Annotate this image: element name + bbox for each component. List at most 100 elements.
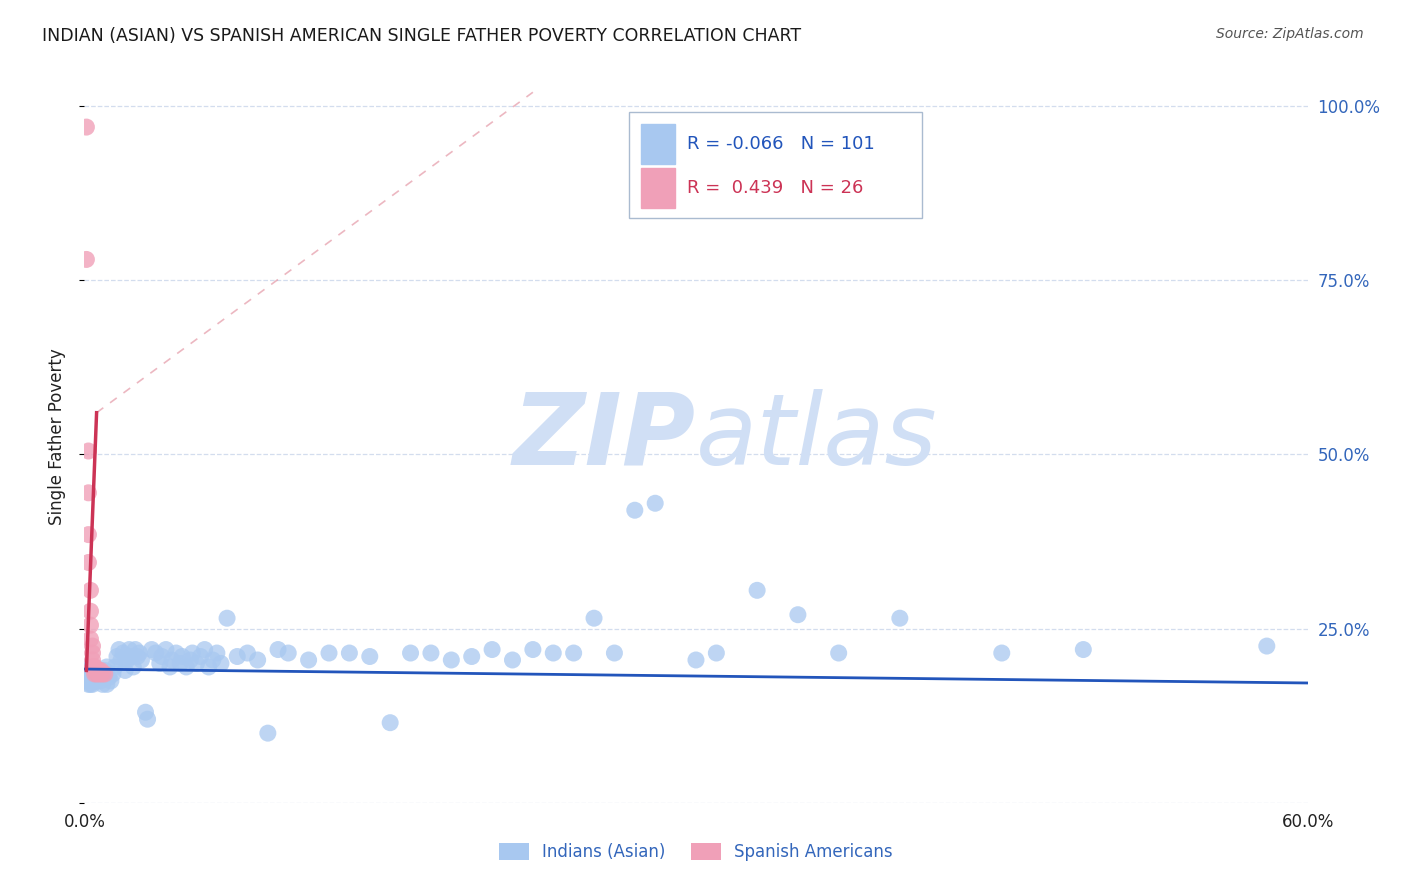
Point: [87, 670, 110, 684]
Point: [77, 556, 100, 570]
Text: Source: ZipAtlas.com: Source: ZipAtlas.com: [1216, 27, 1364, 41]
Point: [522, 642, 544, 657]
Point: [201, 653, 224, 667]
Point: [77, 485, 100, 500]
Point: [87, 664, 110, 678]
Point: [83, 673, 105, 688]
Point: [277, 646, 299, 660]
Point: [205, 646, 228, 660]
Point: [87, 667, 110, 681]
Point: [181, 646, 204, 660]
Point: [889, 611, 911, 625]
Point: [190, 649, 212, 664]
Point: [86, 667, 108, 681]
Point: [186, 657, 208, 671]
Point: [90, 667, 112, 681]
Point: [991, 646, 1014, 660]
Point: [149, 657, 172, 671]
Point: [706, 646, 728, 660]
Point: [155, 642, 177, 657]
Point: [209, 657, 232, 671]
Point: [77, 677, 100, 691]
Point: [461, 649, 484, 664]
Bar: [628, 112, 922, 218]
Point: [83, 664, 105, 678]
Point: [79, 632, 101, 646]
Point: [380, 715, 402, 730]
Point: [83, 670, 105, 684]
Point: [194, 642, 217, 657]
Point: [79, 604, 101, 618]
Point: [159, 660, 181, 674]
Point: [124, 642, 146, 657]
Point: [86, 670, 108, 684]
Point: [603, 646, 626, 660]
Point: [87, 664, 110, 678]
Point: [481, 642, 503, 657]
Point: [562, 646, 585, 660]
Legend: Indians (Asian), Spanish Americans: Indians (Asian), Spanish Americans: [492, 836, 900, 868]
Point: [118, 642, 141, 657]
Point: [502, 653, 524, 667]
Point: [82, 673, 104, 688]
Point: [83, 660, 105, 674]
Point: [96, 677, 118, 691]
Point: [217, 611, 239, 625]
Point: [91, 677, 114, 691]
Point: [104, 660, 127, 674]
Point: [110, 653, 132, 667]
Text: R =  0.439   N = 26: R = 0.439 N = 26: [688, 179, 863, 197]
Point: [79, 677, 101, 691]
Y-axis label: Single Father Poverty: Single Father Poverty: [48, 349, 66, 525]
Point: [105, 649, 128, 664]
Point: [77, 444, 100, 458]
Point: [112, 646, 135, 660]
Point: [787, 607, 810, 622]
Point: [644, 496, 666, 510]
Point: [179, 653, 201, 667]
Text: atlas: atlas: [696, 389, 938, 485]
Point: [236, 646, 259, 660]
Point: [83, 660, 105, 674]
Point: [93, 670, 115, 684]
Point: [75, 252, 97, 267]
Point: [79, 618, 101, 632]
Point: [246, 653, 269, 667]
Text: R = -0.066   N = 101: R = -0.066 N = 101: [688, 136, 875, 153]
Point: [160, 653, 183, 667]
Point: [75, 667, 97, 681]
Point: [79, 670, 101, 684]
Point: [197, 660, 219, 674]
Point: [1256, 639, 1278, 653]
Point: [420, 646, 443, 660]
Point: [267, 642, 290, 657]
Point: [75, 120, 97, 134]
Text: INDIAN (ASIAN) VS SPANISH AMERICAN SINGLE FATHER POVERTY CORRELATION CHART: INDIAN (ASIAN) VS SPANISH AMERICAN SINGL…: [42, 27, 801, 45]
Point: [90, 667, 112, 681]
Point: [100, 673, 122, 688]
Point: [128, 646, 150, 660]
Point: [122, 660, 145, 674]
Bar: [641, 124, 675, 164]
Point: [174, 660, 197, 674]
Point: [82, 639, 104, 653]
Point: [77, 527, 100, 541]
Point: [115, 653, 138, 667]
Point: [101, 667, 124, 681]
Point: [114, 664, 136, 678]
Point: [83, 664, 105, 678]
Point: [685, 653, 707, 667]
Point: [145, 646, 167, 660]
Text: ZIP: ZIP: [513, 389, 696, 485]
Point: [120, 649, 142, 664]
Point: [82, 667, 104, 681]
Point: [131, 653, 153, 667]
Point: [86, 667, 108, 681]
Point: [399, 646, 422, 660]
Point: [257, 726, 280, 740]
Point: [172, 649, 194, 664]
Point: [141, 642, 163, 657]
Point: [93, 664, 115, 678]
Point: [359, 649, 381, 664]
Point: [150, 649, 173, 664]
